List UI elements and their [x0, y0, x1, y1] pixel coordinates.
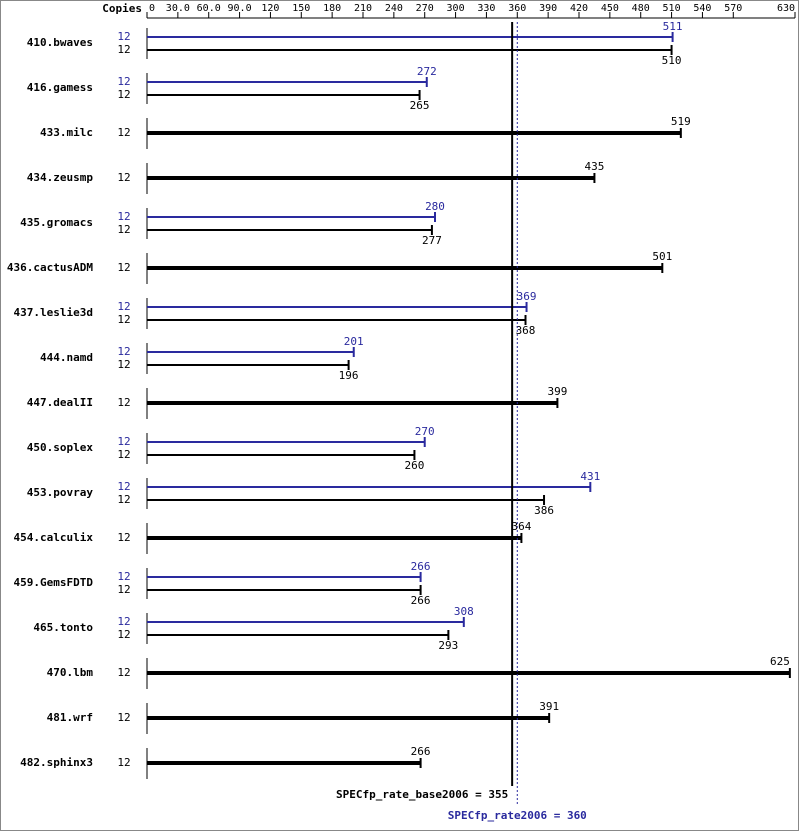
x-tick-label: 570	[724, 3, 742, 14]
value-label: 272	[417, 65, 437, 78]
value-label: 386	[534, 504, 554, 517]
copies-label: 12	[117, 711, 130, 724]
copies-label: 12	[117, 628, 130, 641]
value-label: 625	[770, 655, 790, 668]
benchmark-name: 470.lbm	[47, 666, 94, 679]
value-label: 201	[344, 335, 364, 348]
x-tick-label: 450	[601, 3, 619, 14]
benchmark-name: 481.wrf	[47, 711, 93, 724]
copies-label: 12	[117, 448, 130, 461]
x-tick-label: 270	[416, 3, 434, 14]
value-label: 265	[410, 99, 430, 112]
value-label: 368	[516, 324, 536, 337]
benchmark-name: 482.sphinx3	[20, 756, 93, 769]
x-tick-label: 30.0	[166, 3, 190, 14]
benchmark-name: 437.leslie3d	[14, 306, 93, 319]
copies-label: 12	[117, 223, 130, 236]
value-label: 280	[425, 200, 445, 213]
benchmark-name: 435.gromacs	[20, 216, 93, 229]
benchmark-name: 433.milc	[40, 126, 93, 139]
value-label: 369	[517, 290, 537, 303]
x-tick-label: 330	[477, 3, 495, 14]
value-label: 293	[438, 639, 458, 652]
x-tick-label: 630	[777, 3, 795, 14]
copies-label: 12	[117, 75, 130, 88]
benchmark-name: 454.calculix	[14, 531, 94, 544]
reference-label: SPECfp_rate_base2006 = 355	[336, 788, 508, 801]
copies-label: 12	[117, 493, 130, 506]
x-tick-label: 300	[447, 3, 465, 14]
benchmark-name: 450.soplex	[27, 441, 94, 454]
copies-label: 12	[117, 261, 130, 274]
x-tick-label: 540	[693, 3, 711, 14]
benchmark-name: 453.povray	[27, 486, 94, 499]
copies-label: 12	[117, 396, 130, 409]
copies-label: 12	[117, 531, 130, 544]
x-tick-label: 390	[539, 3, 557, 14]
x-tick-label: 510	[663, 3, 681, 14]
value-label: 266	[411, 594, 431, 607]
benchmark-name: 447.dealII	[27, 396, 93, 409]
axis-title: Copies	[102, 2, 142, 15]
copies-label: 12	[117, 480, 130, 493]
value-label: 511	[663, 20, 683, 33]
copies-label: 12	[117, 171, 130, 184]
x-tick-label: 480	[632, 3, 650, 14]
value-label: 399	[547, 385, 567, 398]
value-label: 431	[580, 470, 600, 483]
value-label: 277	[422, 234, 442, 247]
value-label: 435	[584, 160, 604, 173]
copies-label: 12	[117, 43, 130, 56]
value-label: 270	[415, 425, 435, 438]
value-label: 266	[411, 560, 431, 573]
reference-label: SPECfp_rate2006 = 360	[448, 809, 587, 822]
copies-label: 12	[117, 88, 130, 101]
copies-label: 12	[117, 666, 130, 679]
copies-label: 12	[117, 210, 130, 223]
value-label: 308	[454, 605, 474, 618]
benchmark-name: 416.gamess	[27, 81, 93, 94]
copies-label: 12	[117, 358, 130, 371]
copies-label: 12	[117, 345, 130, 358]
x-tick-label: 360	[508, 3, 526, 14]
benchmark-name: 465.tonto	[33, 621, 93, 634]
x-tick-label: 240	[385, 3, 403, 14]
x-tick-label: 90.0	[228, 3, 252, 14]
benchmark-name: 410.bwaves	[27, 36, 93, 49]
x-tick-label: 210	[354, 3, 372, 14]
x-tick-label: 120	[261, 3, 279, 14]
x-tick-label: 150	[292, 3, 310, 14]
copies-label: 12	[117, 300, 130, 313]
value-label: 510	[662, 54, 682, 67]
x-tick-label: 420	[570, 3, 588, 14]
benchmark-name: 434.zeusmp	[27, 171, 94, 184]
benchmark-name: 436.cactusADM	[7, 261, 93, 274]
copies-label: 12	[117, 583, 130, 596]
value-label: 501	[652, 250, 672, 263]
value-label: 266	[411, 745, 431, 758]
copies-label: 12	[117, 570, 130, 583]
benchmark-name: 444.namd	[40, 351, 93, 364]
value-label: 519	[671, 115, 691, 128]
x-tick-label: 180	[323, 3, 341, 14]
copies-label: 12	[117, 30, 130, 43]
copies-label: 12	[117, 756, 130, 769]
value-label: 391	[539, 700, 559, 713]
copies-label: 12	[117, 313, 130, 326]
copies-label: 12	[117, 126, 130, 139]
value-label: 196	[339, 369, 359, 382]
benchmark-name: 459.GemsFDTD	[14, 576, 94, 589]
x-tick-label: 60.0	[197, 3, 221, 14]
x-tick-label: 0	[149, 3, 155, 14]
value-label: 364	[511, 520, 531, 533]
copies-label: 12	[117, 435, 130, 448]
copies-label: 12	[117, 615, 130, 628]
value-label: 260	[404, 459, 424, 472]
